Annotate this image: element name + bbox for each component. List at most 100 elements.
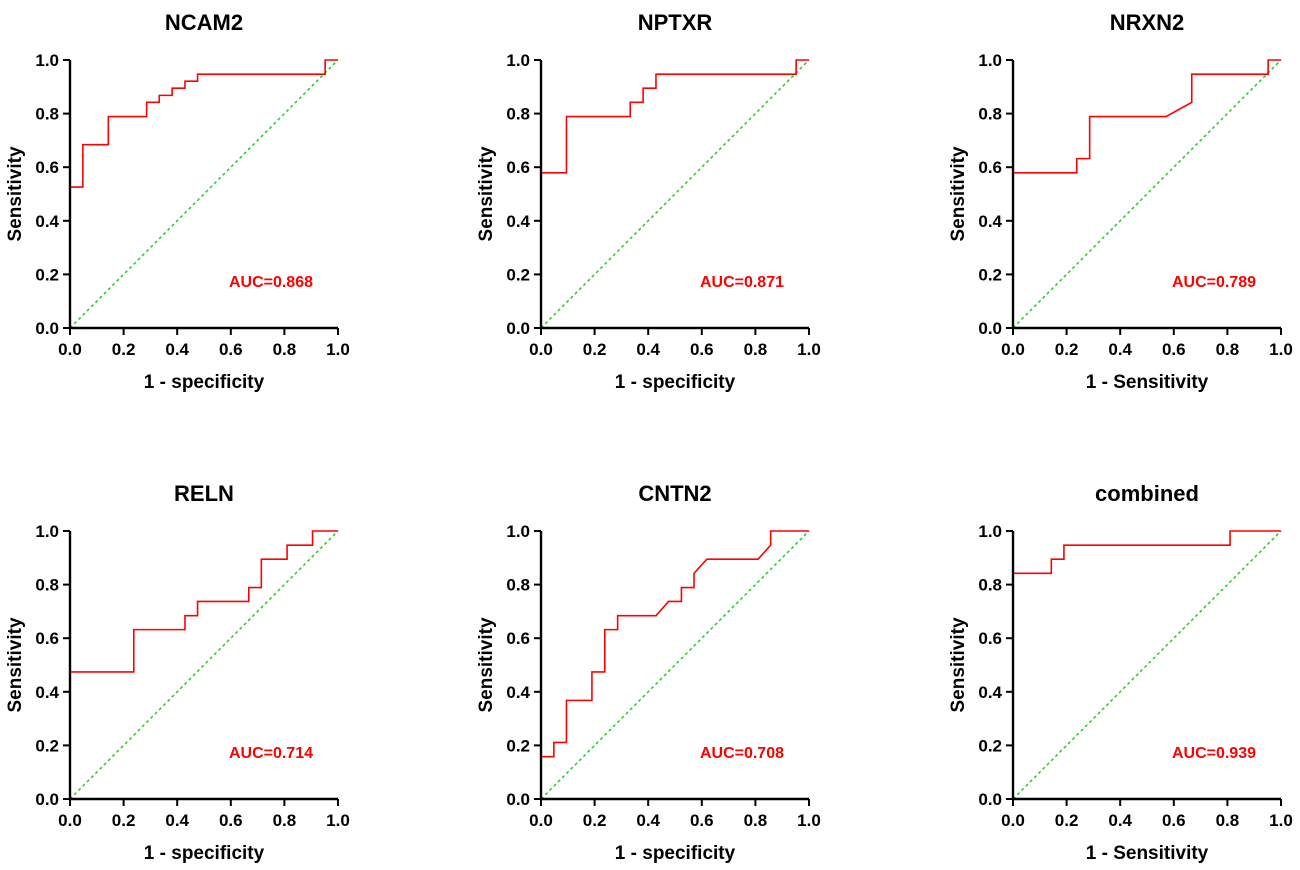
x-tick-label: 0.4 xyxy=(165,811,189,830)
roc-curve xyxy=(69,530,338,799)
x-tick-label: 0.4 xyxy=(1108,811,1132,830)
roc-curve xyxy=(540,59,809,328)
y-tick-label: 0.6 xyxy=(978,158,1002,177)
x-tick-label: 0.4 xyxy=(1108,340,1132,359)
x-tick-label: 0.6 xyxy=(219,811,243,830)
x-tick-label: 0.4 xyxy=(636,340,660,359)
x-tick-label: 0.2 xyxy=(583,340,607,359)
chart-title: combined xyxy=(1095,481,1199,506)
y-tick-label: 1.0 xyxy=(506,522,530,541)
auc-annotation: AUC=0.708 xyxy=(700,745,784,762)
y-axis-label: Sensitivity xyxy=(948,146,969,241)
y-tick-label: 0.2 xyxy=(978,265,1002,284)
y-axis-label: Sensitivity xyxy=(5,146,26,241)
y-tick-label: 1.0 xyxy=(978,51,1002,70)
y-tick-label: 0.4 xyxy=(978,683,1002,702)
x-tick-label: 0.8 xyxy=(744,340,768,359)
y-tick-label: 0.8 xyxy=(978,576,1002,595)
y-tick-label: 0.2 xyxy=(35,736,59,755)
x-tick-label: 0.6 xyxy=(1162,811,1186,830)
y-tick-label: 0.8 xyxy=(506,105,530,124)
auc-annotation: AUC=0.789 xyxy=(1172,274,1256,291)
y-axis-label: Sensitivity xyxy=(476,617,497,712)
y-axis-label: Sensitivity xyxy=(5,617,26,712)
chart-title: NPTXR xyxy=(638,10,713,35)
y-tick-label: 0.8 xyxy=(35,576,59,595)
auc-annotation: AUC=0.939 xyxy=(1172,745,1256,762)
y-tick-label: 0.2 xyxy=(506,736,530,755)
x-tick-label: 0.6 xyxy=(690,340,714,359)
x-tick-label: 0.6 xyxy=(690,811,714,830)
chart-title: NRXN2 xyxy=(1110,10,1185,35)
x-tick-label: 0.0 xyxy=(1001,340,1025,359)
y-tick-label: 0.0 xyxy=(978,319,1002,338)
x-axis-label: 1 - Sensitivity xyxy=(1086,843,1209,864)
x-tick-label: 0.8 xyxy=(1216,811,1240,830)
x-tick-label: 0.2 xyxy=(1055,340,1079,359)
chart-panel-cntn2: CNTN2 0.0 0.2 0.4 0.6 0.8 1.0 0.0 0.2 0.4 0.6 0.8 1.… xyxy=(476,481,821,864)
chart-panel-combined: combined 0.0 0.2 0.4 0.6 0.8 1.0 0.0 0.2 0.4 0.6 0.… xyxy=(948,481,1293,864)
y-tick-label: 0.2 xyxy=(506,265,530,284)
x-tick-label: 0.8 xyxy=(273,811,297,830)
y-tick-label: 0.2 xyxy=(35,265,59,284)
auc-annotation: AUC=0.714 xyxy=(229,745,313,762)
x-tick-label: 1.0 xyxy=(326,811,350,830)
x-tick-label: 0.4 xyxy=(636,811,660,830)
x-tick-label: 0.0 xyxy=(1001,811,1025,830)
y-tick-label: 0.0 xyxy=(978,790,1002,809)
roc-curve xyxy=(69,59,338,328)
chart-title: NCAM2 xyxy=(165,10,243,35)
x-tick-label: 0.0 xyxy=(529,811,553,830)
x-tick-label: 0.2 xyxy=(112,340,136,359)
y-tick-label: 0.0 xyxy=(35,790,59,809)
y-tick-label: 0.0 xyxy=(506,790,530,809)
x-tick-label: 0.8 xyxy=(1216,340,1240,359)
auc-annotation: AUC=0.868 xyxy=(229,274,313,291)
x-tick-label: 0.2 xyxy=(583,811,607,830)
x-tick-label: 0.0 xyxy=(58,340,82,359)
x-tick-label: 0.0 xyxy=(58,811,82,830)
y-tick-label: 1.0 xyxy=(35,522,59,541)
y-tick-label: 0.6 xyxy=(35,629,59,648)
y-tick-label: 1.0 xyxy=(35,51,59,70)
y-tick-label: 0.0 xyxy=(506,319,530,338)
chart-title: CNTN2 xyxy=(638,481,711,506)
y-tick-label: 0.2 xyxy=(978,736,1002,755)
y-tick-label: 0.4 xyxy=(35,683,59,702)
x-axis-label: 1 - specificity xyxy=(144,843,265,864)
y-axis-label: Sensitivity xyxy=(948,617,969,712)
y-tick-label: 0.4 xyxy=(978,212,1002,231)
x-tick-label: 1.0 xyxy=(797,811,821,830)
x-tick-label: 1.0 xyxy=(1269,811,1293,830)
y-tick-label: 0.8 xyxy=(35,105,59,124)
y-axis-label: Sensitivity xyxy=(476,146,497,241)
y-tick-label: 0.4 xyxy=(35,212,59,231)
x-tick-label: 0.6 xyxy=(219,340,243,359)
chart-panel-ncam2: NCAM2 0.0 0.2 0.4 0.6 0.8 1.0 0.0 0.2 0.4 0.6 0.8 1.… xyxy=(5,10,350,393)
x-tick-label: 1.0 xyxy=(1269,340,1293,359)
x-tick-label: 0.8 xyxy=(273,340,297,359)
y-tick-label: 0.8 xyxy=(978,105,1002,124)
x-axis-label: 1 - Sensitivity xyxy=(1086,372,1209,393)
x-axis-label: 1 - specificity xyxy=(144,372,265,393)
x-tick-label: 1.0 xyxy=(797,340,821,359)
x-tick-label: 0.4 xyxy=(165,340,189,359)
x-tick-label: 1.0 xyxy=(326,340,350,359)
y-tick-label: 0.0 xyxy=(35,319,59,338)
y-tick-label: 0.6 xyxy=(35,158,59,177)
roc-curve xyxy=(540,530,809,799)
y-tick-label: 0.8 xyxy=(506,576,530,595)
x-tick-label: 0.0 xyxy=(529,340,553,359)
chart-panel-nrxn2: NRXN2 0.0 0.2 0.4 0.6 0.8 1.0 0.0 0.2 0.4 0.6 0.8 1.… xyxy=(948,10,1293,393)
chart-panel-reln: RELN 0.0 0.2 0.4 0.6 0.8 1.0 0.0 0.2 0.4 0.6 0.8 1.0… xyxy=(5,481,350,864)
y-tick-label: 1.0 xyxy=(506,51,530,70)
y-tick-label: 1.0 xyxy=(978,522,1002,541)
y-tick-label: 0.6 xyxy=(978,629,1002,648)
y-tick-label: 0.4 xyxy=(506,683,530,702)
x-tick-label: 0.6 xyxy=(1162,340,1186,359)
x-axis-label: 1 - specificity xyxy=(615,372,736,393)
x-tick-label: 0.2 xyxy=(1055,811,1079,830)
roc-curve xyxy=(1012,59,1281,328)
x-axis-label: 1 - specificity xyxy=(615,843,736,864)
